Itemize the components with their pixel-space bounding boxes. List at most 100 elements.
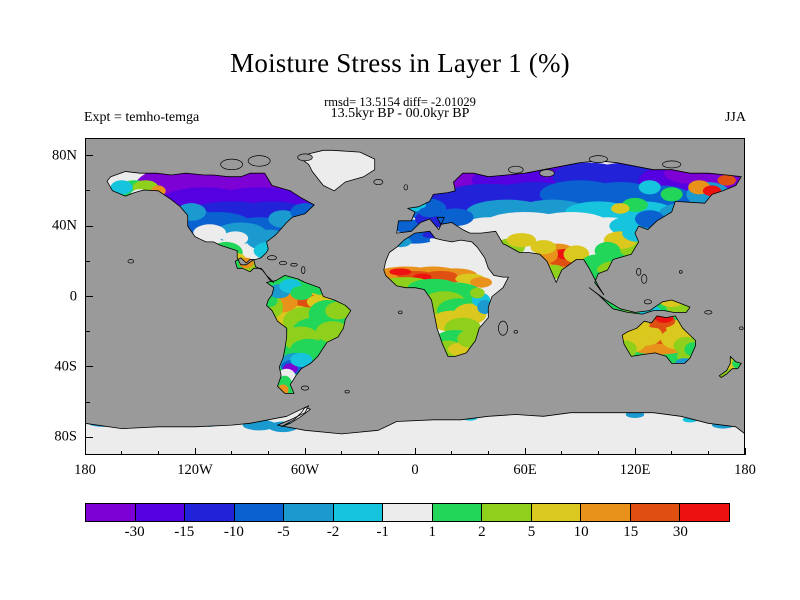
x-tick-minor <box>121 451 123 455</box>
map-shape <box>621 315 696 364</box>
island-shape <box>267 255 277 261</box>
x-tick-label: 60W <box>290 462 320 478</box>
colorbar-tick-label: -15 <box>174 524 195 540</box>
rmsd-annotation: rmsd= 13.5154 diff= -2.01029 <box>324 95 476 109</box>
x-tick-minor <box>671 451 673 455</box>
x-tick-minor <box>451 451 453 455</box>
anomaly-blob <box>418 206 441 218</box>
y-tick-label: 80S <box>54 428 77 445</box>
map-shape <box>718 355 742 378</box>
island-shape <box>508 165 524 174</box>
colorbar-tick-label: 2 <box>478 524 486 540</box>
colorbar-tick-label: -30 <box>124 524 145 540</box>
island-shape <box>247 155 271 167</box>
colorbar-tick-label: 15 <box>623 524 639 540</box>
colorbar <box>85 503 730 522</box>
x-tick-label: 180 <box>74 462 96 478</box>
colorbar-swatch <box>333 504 384 521</box>
map-shape <box>280 406 311 428</box>
colorbar-tick-label: -2 <box>326 524 340 540</box>
colorbar-swatch <box>383 504 433 521</box>
anomaly-blob <box>563 245 590 264</box>
island-shape <box>220 158 244 171</box>
anomaly-blob <box>290 285 313 301</box>
x-tick-label: 60E <box>513 462 537 478</box>
x-tick-major <box>84 448 86 455</box>
map-shape <box>383 230 509 357</box>
x-tick-minor <box>561 451 563 455</box>
anomaly-blob <box>290 352 313 367</box>
anomaly-blob <box>325 301 351 320</box>
figure-title: Moisture Stress in Layer 1 (%) <box>230 48 570 78</box>
colorbar-tick-label: 30 <box>672 524 688 540</box>
colorbar-swatch <box>284 504 334 521</box>
y-tick-minor <box>85 260 90 262</box>
anomaly-blob <box>660 187 683 202</box>
island-shape <box>300 266 306 274</box>
island-shape <box>373 179 384 186</box>
x-tick-minor <box>231 451 233 455</box>
y-tick-label: 40S <box>54 358 77 375</box>
anomaly-blob <box>389 268 412 276</box>
y-tick-major <box>85 155 93 157</box>
anomaly-blob <box>506 233 536 248</box>
island-shape <box>641 274 648 284</box>
x-tick-major <box>744 448 746 455</box>
island-shape <box>344 389 350 394</box>
y-tick-major <box>85 296 93 297</box>
x-tick-major <box>304 448 306 455</box>
map-shape <box>266 274 352 394</box>
island-shape <box>643 299 652 305</box>
colorbar-tick-label: -1 <box>376 524 389 540</box>
colorbar-swatch <box>135 504 186 521</box>
x-tick-minor <box>267 451 269 455</box>
island-shape <box>539 169 555 178</box>
x-tick-minor <box>487 451 489 455</box>
x-tick-major <box>524 448 526 455</box>
map-shape <box>396 160 742 296</box>
y-tick-major <box>85 225 93 227</box>
island-shape <box>398 310 403 315</box>
x-tick-major <box>194 448 196 455</box>
island-shape <box>300 385 310 391</box>
island-shape <box>704 310 713 315</box>
map-shape <box>85 405 745 455</box>
x-tick-minor <box>157 451 159 455</box>
y-tick-minor <box>85 401 90 403</box>
anomaly-blob <box>717 174 736 186</box>
x-tick-minor <box>597 451 599 455</box>
island-shape <box>739 326 744 330</box>
y-tick-label: 0 <box>69 288 77 304</box>
map-shape <box>588 287 691 315</box>
x-tick-major <box>414 448 416 455</box>
y-tick-label: 80N <box>52 147 77 164</box>
anomaly-blob <box>470 287 485 299</box>
x-tick-label: 120W <box>177 462 213 478</box>
island-shape <box>513 329 519 334</box>
x-tick-minor <box>377 451 379 455</box>
anomaly-blob <box>193 224 227 242</box>
x-tick-minor <box>707 451 709 455</box>
anomaly-blob <box>437 208 474 227</box>
colorbar-swatch <box>630 504 681 521</box>
anomaly-blob <box>594 241 621 260</box>
x-tick-major <box>634 448 636 455</box>
y-tick-major <box>85 436 93 438</box>
island-shape <box>127 259 135 264</box>
map-shape <box>106 171 315 283</box>
anomaly-blob <box>222 231 249 246</box>
moisture-stress-map <box>85 138 745 455</box>
y-tick-label: 40N <box>52 217 77 234</box>
x-tick-label: 0 <box>411 462 419 478</box>
colorbar-swatch <box>234 504 285 521</box>
colorbar-swatch <box>581 504 631 521</box>
colorbar-swatch <box>680 504 729 521</box>
x-tick-label: 120E <box>619 462 651 478</box>
colorbar-swatch <box>482 504 532 521</box>
x-tick-minor <box>341 451 343 455</box>
colorbar-tick-label: 5 <box>527 524 536 540</box>
island-shape <box>297 153 313 162</box>
island-shape <box>662 160 682 169</box>
colorbar-tick-label: -5 <box>277 524 290 540</box>
